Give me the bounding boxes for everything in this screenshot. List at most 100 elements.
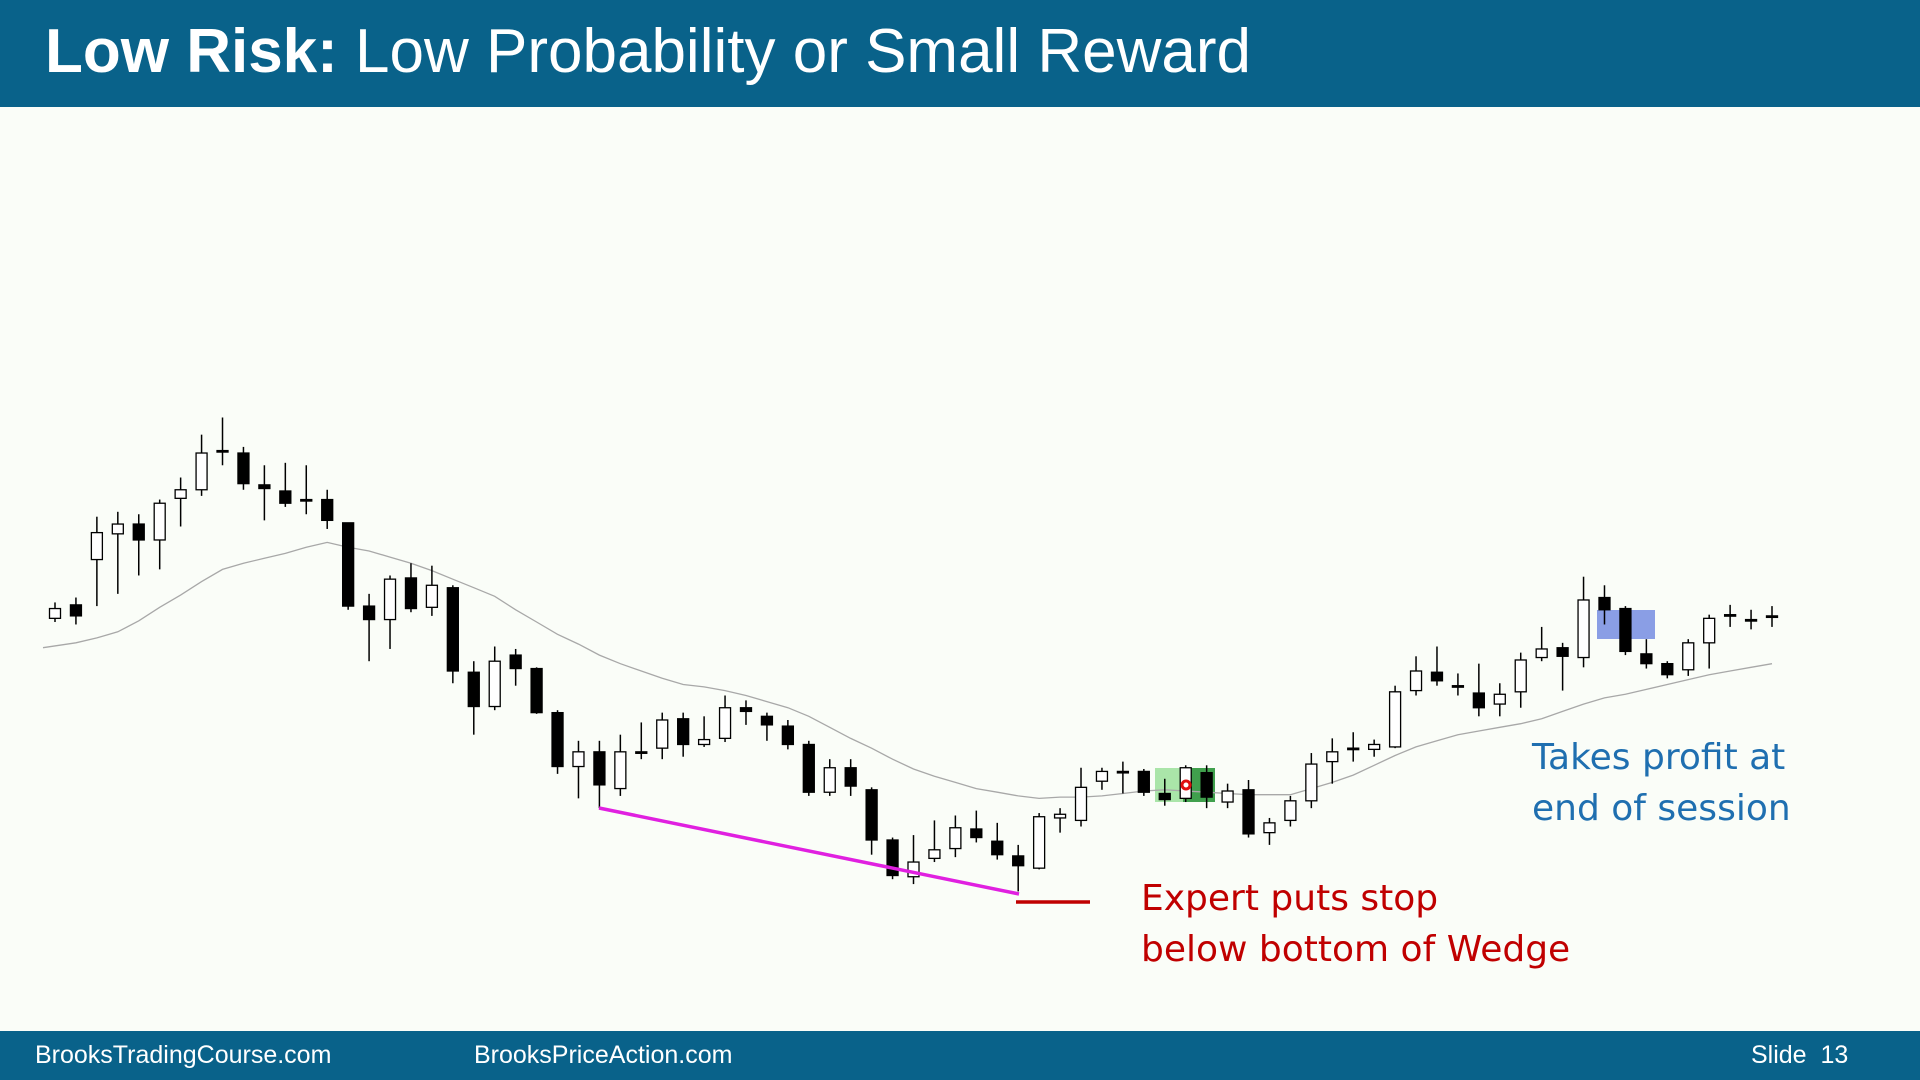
footer-right: Slide 13 [1751,1041,1849,1069]
candle-body [111,523,124,535]
candle-body [1640,653,1653,665]
candle-body [404,577,418,610]
candle-body [1179,767,1192,800]
candle-body [865,789,878,841]
candle-body [802,743,815,793]
candle-body [1095,770,1109,782]
candle-body [1409,670,1423,692]
candle-body [844,767,857,787]
candle-body [1347,747,1360,751]
title-bold: Low Risk: [45,17,338,86]
candle-body [48,607,62,619]
annotation-text: Takes profit at [1531,737,1785,778]
candle-body [1598,596,1611,611]
entry-dot [1180,779,1192,791]
candle-body [886,839,899,877]
candle-body [593,751,606,786]
candle-body [1619,607,1632,653]
candle-body [1703,617,1716,644]
candle-body [1430,671,1444,682]
moving-average [42,541,1773,800]
candle-body [1305,763,1318,802]
candle-body [279,490,292,504]
candle-body [132,523,145,541]
candle-body [1388,691,1402,748]
candle-body [1451,685,1465,688]
candle-body [237,452,250,485]
candle-body [949,827,962,850]
candle-body [530,667,543,714]
candle-body [572,751,585,768]
candle-body [1744,618,1758,622]
candle-body [1221,790,1234,803]
candle-body [1514,659,1527,693]
slide-title: Low Risk: Low Probability or Small Rewar… [45,16,1251,87]
candle-body [697,738,711,746]
candle-body [551,711,564,768]
annotation-text: end of session [1532,788,1791,829]
candle-body [928,849,941,860]
wedge-line [598,806,1020,896]
candle-body [1472,692,1486,709]
candle-body [1493,693,1506,705]
candle-body [823,767,836,793]
candle-body [1012,855,1025,867]
annotation-text: below bottom of Wedge [1141,929,1570,970]
candle-body [1158,792,1171,801]
candle-body [362,605,376,621]
candle-body [174,489,187,499]
candle-body [1661,663,1674,676]
header-bar: Low Risk: Low Probability or Small Rewar… [0,0,1920,107]
candle-body [195,452,208,491]
candle-body [341,522,355,607]
candle-body [677,718,690,746]
candle-body [216,449,229,453]
candle-body [1682,642,1695,671]
candle-body [1200,771,1213,798]
candle-body [1137,770,1150,793]
candle-body [383,578,397,621]
candle-body [446,587,459,672]
footer-left: BrooksTradingCourse.com [35,1041,332,1069]
candle-body [1074,786,1088,822]
candle-body [1765,615,1779,619]
title-text: Low Probability or Small Reward [355,17,1251,86]
candle-body [781,725,795,746]
candle-body [1556,647,1569,657]
candle-body [1242,789,1255,835]
candle-body [970,828,983,839]
candle-body [656,719,669,749]
candle-body [635,751,648,754]
candle-body [69,604,83,617]
candle-body [300,498,313,502]
candle-body [1284,800,1297,822]
annotation-text: Expert puts stop [1141,878,1438,919]
candle-body [1116,770,1130,774]
candle-body [739,707,753,713]
candle-body [321,498,334,522]
candle-body [991,840,1004,856]
candle-body [1032,816,1046,869]
candle-body [907,861,920,878]
candle-body [153,502,166,541]
candle-body [90,531,104,561]
candle-body [760,715,774,726]
candle-body [1535,648,1548,659]
candle-body [488,660,501,708]
candle-body [1368,743,1381,751]
candle-body [1577,599,1590,659]
candle-body [1723,614,1737,617]
candle-body [1326,751,1339,763]
candle-body [509,654,522,670]
candle-body [425,584,439,608]
footer-middle: BrooksPriceAction.com [474,1041,733,1069]
footer-bar: BrooksTradingCourse.com BrooksPriceActio… [0,1031,1920,1080]
candle-body [1263,822,1276,834]
candle-body [614,751,627,790]
candle-body [467,671,480,708]
candle-body [1053,813,1067,819]
candle-body [258,484,271,490]
candle-body [718,707,732,740]
